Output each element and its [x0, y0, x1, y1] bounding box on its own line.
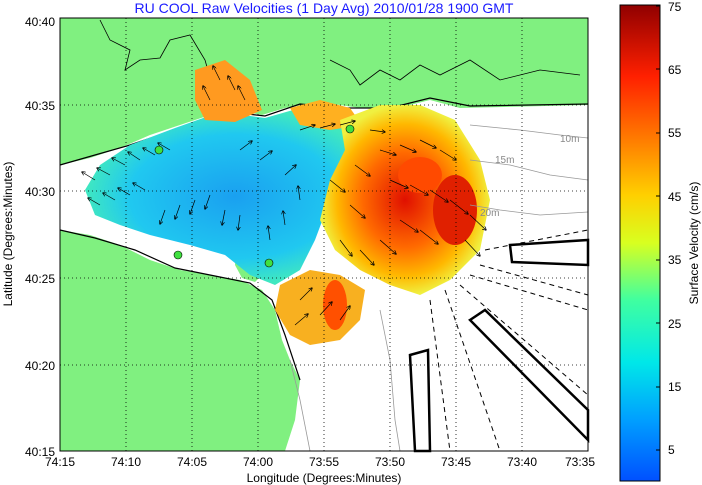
y-tick-labels: 40:40 40:35 40:30 40:25 40:20 40:15	[25, 15, 55, 459]
x-tick-label: 73:35	[565, 455, 595, 469]
colorbar-tick-label: 5	[668, 443, 675, 457]
y-tick-label: 40:40	[25, 15, 55, 29]
colorbar-ticks	[656, 5, 660, 451]
colorbar-tick-label: 55	[668, 126, 682, 140]
land-area	[60, 230, 300, 451]
x-tick-label: 73:50	[375, 455, 405, 469]
x-tick-label: 74:05	[177, 455, 207, 469]
x-tick-label: 74:00	[243, 455, 273, 469]
y-tick-label: 40:15	[25, 445, 55, 459]
x-tick-label: 74:10	[111, 455, 141, 469]
colorbar	[619, 4, 661, 482]
plot-frame	[59, 17, 589, 452]
colorbar-tick-label: 65	[668, 63, 682, 77]
map-title: RU COOL Raw Velocities (1 Day Avg) 2010/…	[134, 0, 514, 16]
shipping-lane-boundaries	[429, 229, 589, 452]
depth-label-10m: 10m	[560, 134, 579, 145]
colorbar-tick-label: 25	[668, 317, 682, 331]
depth-label-15m: 15m	[495, 155, 514, 166]
velocity-field	[85, 60, 490, 345]
y-tick-label: 40:35	[25, 99, 55, 113]
y-tick-label: 40:25	[25, 272, 55, 286]
colorbar-tick-labels: 75 65 55 45 35 25 15 5	[668, 0, 682, 457]
y-tick-label: 40:20	[25, 359, 55, 373]
grid-lines	[60, 18, 588, 451]
radar-sites	[154, 124, 355, 268]
colorbar-label: Surface Velocity (cm/s)	[687, 182, 701, 305]
x-tick-label: 73:45	[441, 455, 471, 469]
depth-contours	[289, 124, 589, 452]
x-tick-label: 73:55	[309, 455, 339, 469]
x-tick-labels: 74:15 74:10 74:05 74:00 73:55 73:50 73:4…	[45, 455, 595, 469]
depth-label-20m: 20m	[480, 208, 499, 219]
colorbar-tick-label: 75	[668, 0, 682, 14]
x-tick-label: 74:15	[45, 455, 75, 469]
colorbar-tick-label: 15	[668, 380, 682, 394]
y-tick-label: 40:30	[25, 185, 55, 199]
colorbar-tick-label: 35	[668, 253, 682, 267]
velocity-vectors	[82, 66, 486, 326]
x-axis-label: Longitude (Degrees:Minutes)	[247, 471, 402, 485]
x-tick-label: 73:40	[507, 455, 537, 469]
colorbar-tick-label: 45	[668, 190, 682, 204]
y-axis-label: Latitude (Degrees:Minutes)	[1, 162, 15, 307]
